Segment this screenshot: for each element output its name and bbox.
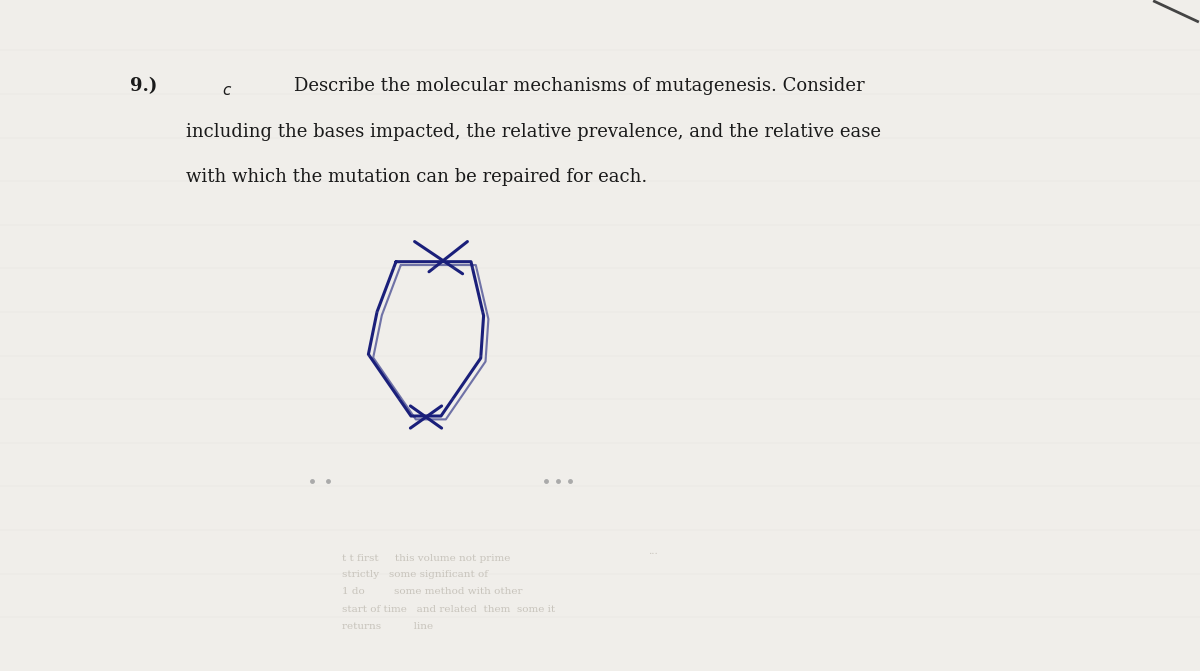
- Text: c: c: [222, 83, 230, 97]
- Text: 1 do         some method with other: 1 do some method with other: [342, 587, 522, 596]
- Text: 9.): 9.): [130, 77, 157, 95]
- Text: t t first     this volume not prime: t t first this volume not prime: [342, 554, 510, 562]
- Text: start of time   and related  them  some it: start of time and related them some it: [342, 605, 556, 614]
- Text: returns          line: returns line: [342, 622, 433, 631]
- Text: strictly   some significant of: strictly some significant of: [342, 570, 488, 579]
- Text: with which the mutation can be repaired for each.: with which the mutation can be repaired …: [186, 168, 647, 187]
- Text: Describe the molecular mechanisms of mutagenesis. Consider: Describe the molecular mechanisms of mut…: [294, 77, 865, 95]
- Text: including the bases impacted, the relative prevalence, and the relative ease: including the bases impacted, the relati…: [186, 123, 881, 141]
- Text: ...: ...: [648, 547, 658, 556]
